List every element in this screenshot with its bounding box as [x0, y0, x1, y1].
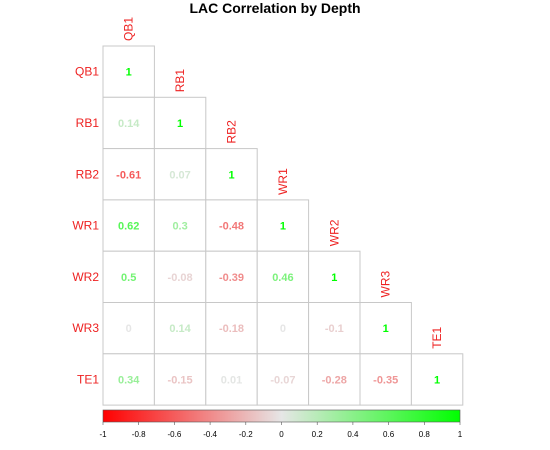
- colorbar-tick-label: -0.4: [203, 430, 217, 439]
- row-label-qb1: QB1: [75, 65, 99, 79]
- column-label-te1: TE1: [430, 326, 444, 348]
- cell-wr1-wr1: [256, 199, 310, 252]
- cell-value-wr3-rb1: 0.14: [169, 323, 191, 335]
- correlation-cells: 1 0.14 1 -0.61 0.07 1 0.62 0.3 -0.48 1 0.5 -0.08 -0.…: [102, 45, 464, 406]
- cell-value-rb1-rb1: 1: [177, 118, 183, 130]
- cell-wr2-wr1: [256, 250, 310, 303]
- cell-wr3-rb2: [205, 302, 258, 355]
- cell-te1-wr1: [256, 353, 310, 406]
- cell-value-wr2-wr2: 1: [331, 272, 337, 284]
- column-label-rb1: RB1: [173, 69, 187, 93]
- cell-wr3-wr3: [359, 302, 412, 355]
- cell-value-te1-te1: 1: [434, 374, 440, 386]
- cell-value-wr3-rb2: -0.18: [219, 323, 244, 335]
- row-label-wr3: WR3: [72, 321, 99, 335]
- column-label-qb1: QB1: [122, 17, 136, 41]
- colorbar-tick-label: 0: [279, 430, 284, 439]
- chart-title: LAC Correlation by Depth: [189, 0, 360, 16]
- colorbar: -1 -0.8 -0.6 -0.4 -0.2 0 0.2 0.4 0.6 0.8 1: [99, 409, 463, 439]
- cell-value-wr1-rb1: 0.3: [172, 221, 187, 233]
- cell-te1-qb1: [102, 353, 155, 406]
- column-label-rb2: RB2: [225, 120, 239, 144]
- cell-rb2-rb2: [205, 148, 258, 201]
- cell-value-te1-wr1: -0.07: [270, 374, 295, 386]
- row-labels: QB1 RB1 RB2 WR1 WR2 WR3 TE1: [72, 65, 99, 387]
- row-label-rb1: RB1: [76, 116, 100, 130]
- cell-value-wr1-rb2: -0.48: [219, 221, 244, 233]
- colorbar-tick-label: 0.2: [312, 430, 324, 439]
- colorbar-tick-label: -0.6: [168, 430, 182, 439]
- colorbar-tick-label: 0.8: [419, 430, 431, 439]
- cell-wr3-rb1: [153, 302, 207, 355]
- colorbar-tick-label: 0.6: [383, 430, 395, 439]
- row-label-rb2: RB2: [76, 167, 100, 181]
- cell-qb1-qb1: [102, 45, 155, 98]
- cell-te1-wr3: [359, 353, 412, 406]
- cell-value-wr2-rb1: -0.08: [168, 272, 193, 284]
- cell-wr3-qb1: [102, 302, 155, 355]
- cell-value-wr2-qb1: 0.5: [121, 272, 136, 284]
- colorbar-tick-label: -1: [99, 430, 107, 439]
- cell-value-rb2-qb1: -0.61: [116, 169, 141, 181]
- colorbar-ticks: -1 -0.8 -0.6 -0.4 -0.2 0 0.2 0.4 0.6 0.8 1: [99, 422, 463, 439]
- cell-value-te1-qb1: 0.34: [118, 374, 140, 386]
- cell-value-te1-rb2: 0.01: [221, 374, 242, 386]
- row-label-wr1: WR1: [72, 219, 99, 233]
- row-label-wr2: WR2: [72, 270, 99, 284]
- colorbar-gradient: [102, 409, 461, 423]
- cell-value-wr3-qb1: 0: [126, 323, 132, 335]
- column-label-wr1: WR1: [276, 168, 290, 195]
- column-labels: QB1 RB1 RB2 WR1 WR2 WR3 TE1: [122, 17, 444, 349]
- cell-value-wr2-wr1: 0.46: [272, 272, 293, 284]
- colorbar-tick-label: 1: [458, 430, 463, 439]
- colorbar-tick-label: -0.8: [132, 430, 146, 439]
- cell-wr1-rb1: [153, 199, 207, 252]
- cell-rb1-qb1: [102, 96, 155, 150]
- cell-value-rb2-rb1: 0.07: [169, 169, 190, 181]
- cell-value-wr1-qb1: 0.62: [118, 221, 139, 233]
- column-label-wr2: WR2: [327, 219, 341, 246]
- cell-value-rb2-rb2: 1: [228, 169, 234, 181]
- row-label-te1: TE1: [77, 372, 99, 386]
- cell-value-te1-wr3: -0.35: [373, 374, 398, 386]
- cell-value-te1-rb1: -0.15: [168, 374, 193, 386]
- cell-te1-te1: [410, 353, 464, 406]
- colorbar-tick-label: 0.4: [347, 430, 359, 439]
- cell-rb1-rb1: [153, 96, 207, 150]
- colorbar-tick-label: -0.2: [239, 430, 253, 439]
- cell-value-wr2-rb2: -0.39: [219, 272, 244, 284]
- cell-wr3-wr2: [308, 302, 361, 355]
- cell-value-wr3-wr2: -0.1: [325, 323, 344, 335]
- cell-value-wr1-wr1: 1: [280, 221, 286, 233]
- cell-value-te1-wr2: -0.28: [322, 374, 347, 386]
- cell-value-wr3-wr3: 1: [383, 323, 389, 335]
- cell-value-rb1-qb1: 0.14: [118, 118, 140, 130]
- column-label-wr3: WR3: [379, 271, 393, 298]
- cell-value-wr3-wr1: 0: [280, 323, 286, 335]
- cell-wr3-wr1: [256, 302, 310, 355]
- cell-value-qb1-qb1: 1: [126, 67, 132, 79]
- cell-te1-rb1: [153, 353, 207, 406]
- cell-wr2-rb1: [153, 250, 207, 303]
